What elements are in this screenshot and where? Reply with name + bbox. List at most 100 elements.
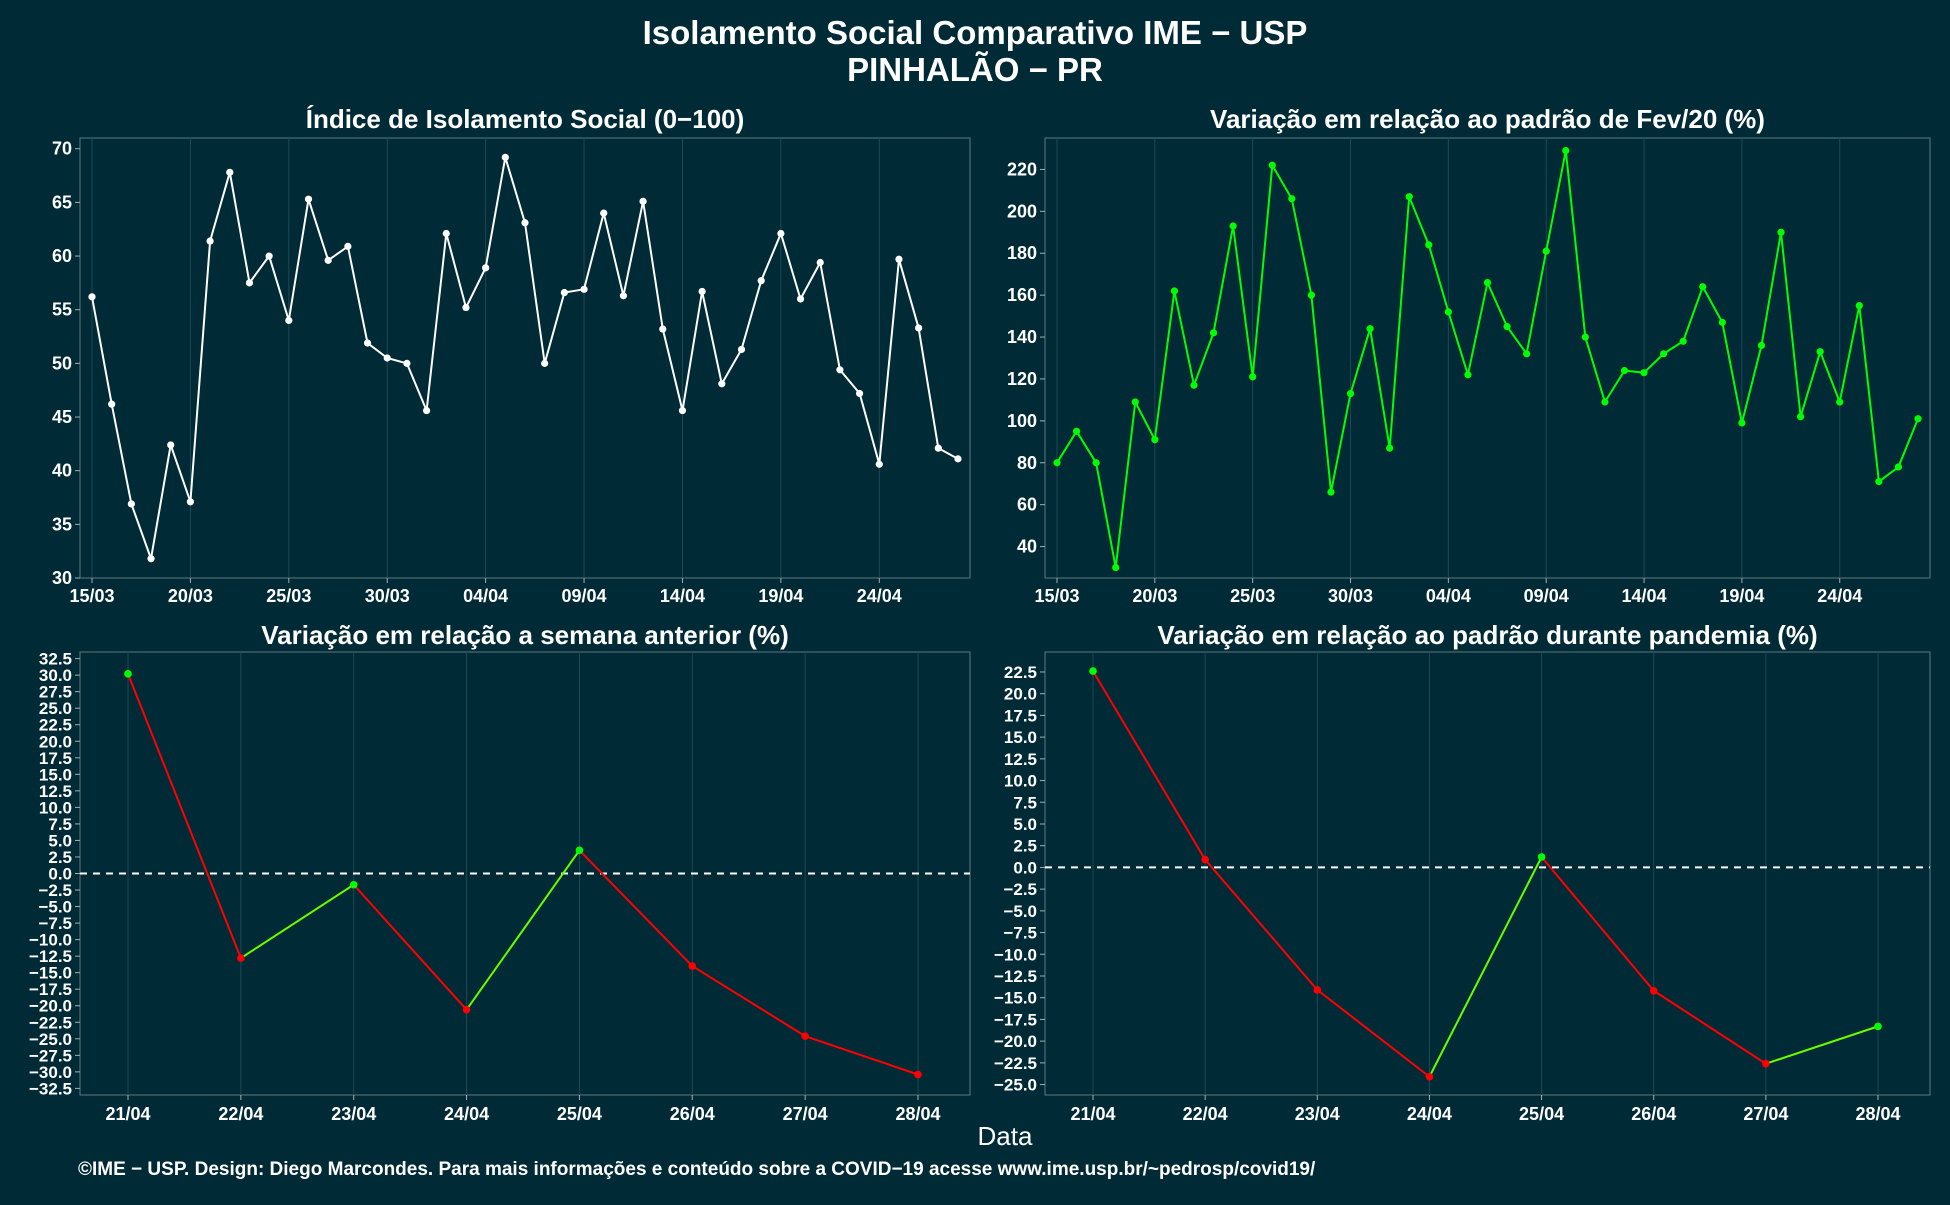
y-tick-label: −5.0 (1003, 902, 1037, 921)
data-point (124, 670, 132, 678)
data-point (875, 460, 883, 468)
data-point (1620, 366, 1629, 375)
series-line (91, 157, 959, 563)
data-point (1072, 427, 1081, 435)
data-point (855, 389, 864, 398)
series-segment-down (578, 849, 694, 967)
data-point (1209, 329, 1218, 337)
series-segment-down (352, 884, 468, 1011)
y-tick-label: 32.5 (39, 650, 72, 669)
data-point (1366, 325, 1374, 333)
x-tick-label: 15/03 (69, 586, 114, 606)
y-tick-label: 160 (1007, 285, 1037, 305)
panel-title: Índice de Isolamento Social (0−100) (306, 104, 745, 134)
y-tick-label: 2.5 (48, 848, 72, 867)
data-point (1464, 371, 1472, 379)
data-point (127, 500, 135, 508)
data-point (1523, 350, 1531, 358)
y-tick-label: 5.0 (1013, 815, 1037, 834)
panel-frame (1044, 651, 1931, 1096)
series-segment-down (1204, 858, 1319, 991)
panel-frame (1044, 137, 1931, 579)
y-tick-label: −2.5 (38, 881, 72, 900)
panel-title: Variação em relação ao padrão de Fev/20 … (1210, 104, 1765, 134)
x-tick-label: 14/04 (660, 586, 705, 606)
y-tick-label: 40 (1017, 537, 1037, 557)
y-tick-label: 22.5 (39, 716, 72, 735)
footer-credits: ©IME − USP. Design: Diego Marcondes. Par… (78, 1159, 1316, 1180)
x-tick-label: 22/04 (1183, 1104, 1228, 1124)
x-tick-label: 23/04 (1295, 1104, 1340, 1124)
y-tick-label: 12.5 (39, 782, 72, 801)
data-point (718, 380, 726, 388)
data-point (226, 168, 234, 176)
x-tick-label: 30/03 (1328, 586, 1373, 606)
panel-1: Índice de Isolamento Social (0−100) 15/03… (52, 104, 971, 606)
series-segment-down (1540, 856, 1655, 992)
data-point (1542, 247, 1550, 255)
data-point (501, 153, 509, 161)
data-point (442, 229, 450, 238)
y-tick-label: 45 (52, 407, 72, 427)
data-point (1327, 488, 1335, 496)
data-point (245, 279, 254, 287)
y-tick-label: −20.0 (29, 997, 72, 1016)
y-tick-label: 65 (52, 192, 72, 212)
y-tick-label: 25.0 (39, 699, 72, 718)
x-tick-label: 24/04 (1407, 1104, 1452, 1124)
data-point (1268, 161, 1276, 169)
data-point (575, 846, 584, 855)
data-point (541, 359, 549, 367)
data-point (422, 406, 431, 415)
data-point (1313, 986, 1322, 994)
data-point (1151, 436, 1159, 444)
data-point (1405, 193, 1413, 201)
data-point (1836, 398, 1844, 406)
panel-frame (79, 137, 971, 579)
data-point (777, 229, 785, 238)
series-segment-down (691, 965, 806, 1038)
data-point (1738, 419, 1746, 427)
y-tick-label: 120 (1007, 369, 1037, 389)
data-point (186, 498, 195, 506)
data-point (1855, 302, 1863, 310)
data-point (1649, 986, 1658, 995)
data-point (560, 288, 568, 297)
x-tick-label: 25/04 (557, 1104, 602, 1124)
data-point (1757, 341, 1766, 350)
y-tick-label: −7.5 (1003, 924, 1037, 943)
x-tick-label: 26/04 (1631, 1104, 1676, 1124)
y-tick-label: 12.5 (1004, 750, 1037, 769)
y-tick-label: 0.0 (48, 865, 72, 884)
data-point (1581, 333, 1589, 341)
data-point (206, 237, 214, 245)
x-tick-label: 24/04 (1817, 586, 1862, 606)
x-tick-label: 28/04 (895, 1104, 940, 1124)
data-point (1131, 398, 1139, 406)
x-tick-label: 20/03 (168, 586, 213, 606)
y-tick-label: 17.5 (1004, 706, 1037, 725)
panels: Índice de Isolamento Social (0−100) 15/03… (29, 104, 1931, 1124)
data-point (403, 359, 411, 367)
data-point (1425, 241, 1433, 249)
y-tick-label: −32.5 (29, 1079, 72, 1098)
series-line (1056, 150, 1919, 568)
data-point (383, 354, 391, 362)
y-tick-label: −25.0 (29, 1030, 72, 1049)
data-point (237, 954, 245, 962)
data-point (619, 292, 628, 300)
data-point (1288, 195, 1296, 203)
x-tick-label: 24/04 (444, 1104, 489, 1124)
data-point (1307, 291, 1315, 299)
data-point (1444, 308, 1452, 316)
data-point (349, 880, 358, 889)
series-segment-down (1092, 670, 1207, 861)
y-tick-label: 200 (1007, 201, 1037, 221)
y-tick-label: 140 (1007, 327, 1037, 347)
y-tick-label: 7.5 (1013, 793, 1037, 812)
y-tick-label: −12.5 (29, 947, 72, 966)
data-point (1386, 444, 1394, 452)
data-point (580, 285, 588, 293)
